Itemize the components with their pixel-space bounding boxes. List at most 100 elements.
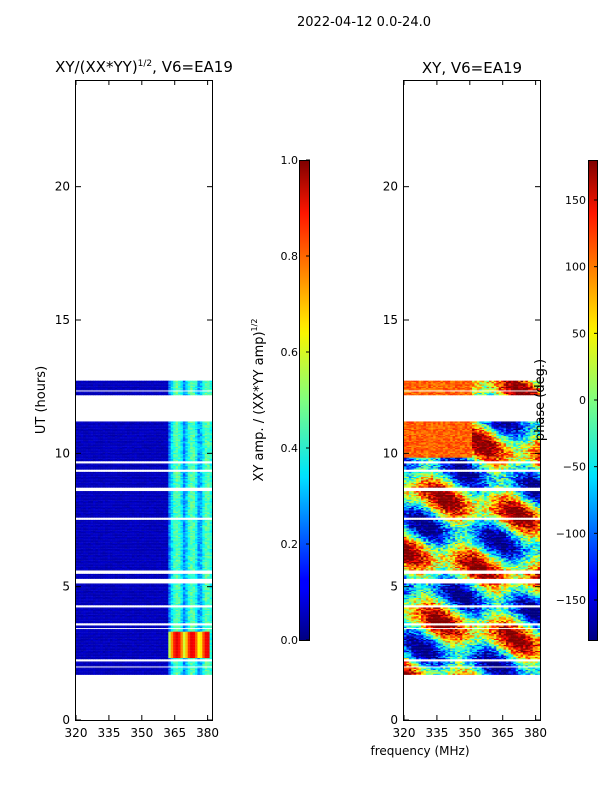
- heatmap-cell: [76, 662, 79, 665]
- heatmap-cell: [129, 555, 133, 558]
- heatmap-cell: [151, 619, 155, 621]
- heatmap-cell: [80, 549, 84, 552]
- heatmap-cell: [127, 661, 130, 663]
- heatmap-cell: [199, 601, 203, 603]
- figure-suptitle: 2022-04-12 0.0-24.0: [297, 15, 431, 30]
- heatmap-cell: [117, 552, 121, 554]
- heatmap-cell: [88, 620, 91, 623]
- heatmap-cell: [136, 613, 140, 615]
- heatmap-cell: [197, 551, 201, 553]
- heatmap-cell: [197, 607, 201, 609]
- heatmap-cell: [148, 573, 152, 576]
- heatmap-cell: [117, 647, 121, 649]
- heatmap-cell: [170, 558, 174, 560]
- heatmap-cell: [141, 611, 145, 613]
- heatmap-cell: [88, 597, 91, 600]
- heatmap-cell: [146, 656, 150, 659]
- heatmap-cell: [178, 608, 181, 611]
- heatmap-cell: [110, 600, 113, 602]
- heatmap-cell: [197, 566, 201, 569]
- heatmap-cell: [148, 662, 152, 665]
- heatmap-cell: [178, 600, 181, 602]
- heatmap-cell: [146, 600, 150, 602]
- heatmap-cell: [114, 601, 118, 603]
- heatmap-cell: [134, 668, 138, 671]
- heatmap-cell: [100, 649, 104, 651]
- heatmap-cell: [199, 633, 203, 636]
- heatmap-cell: [202, 618, 206, 620]
- heatmap-cell: [153, 614, 157, 617]
- heatmap-cell: [93, 669, 96, 672]
- heatmap-cell: [207, 665, 210, 667]
- heatmap-cell: [190, 639, 193, 642]
- heatmap-cell: [146, 619, 150, 621]
- heatmap-cell: [158, 564, 162, 566]
- heatmap-cell: [83, 612, 87, 614]
- heatmap-cell: [88, 661, 91, 663]
- heatmap-cell: [95, 669, 99, 672]
- heatmap-cell: [134, 567, 138, 570]
- heatmap-cell: [76, 673, 79, 675]
- heatmap-cell: [93, 612, 96, 614]
- heatmap-cell: [207, 641, 210, 643]
- heatmap-cell: [146, 591, 150, 594]
- heatmap-cell: [146, 575, 150, 577]
- heatmap-cell: [182, 584, 186, 587]
- heatmap-cell: [100, 612, 104, 614]
- heatmap-cell: [195, 617, 198, 619]
- heatmap-cell: [199, 599, 203, 601]
- heatmap-cell: [124, 620, 128, 623]
- heatmap-cell: [80, 608, 84, 611]
- heatmap-cell: [76, 557, 79, 559]
- heatmap-cell: [122, 617, 125, 619]
- heatmap-cell: [122, 608, 125, 611]
- heatmap-cell: [170, 663, 174, 666]
- heatmap-cell: [105, 667, 108, 669]
- heatmap-cell: [97, 647, 101, 649]
- heatmap-cell: [161, 672, 164, 674]
- heatmap-cell: [151, 665, 155, 667]
- heatmap-cell: [182, 620, 186, 623]
- heatmap-cell: [192, 609, 196, 612]
- heatmap-cell: [195, 600, 198, 602]
- heatmap-cell: [148, 588, 152, 590]
- heatmap-cell: [156, 551, 159, 553]
- heatmap-cell: [178, 602, 181, 605]
- heatmap-cell: [190, 565, 193, 567]
- heatmap-cell: [175, 589, 179, 591]
- heatmap-cell: [153, 588, 157, 590]
- heatmap-cell: [170, 566, 174, 569]
- heatmap-cell: [100, 573, 104, 576]
- heatmap-cell: [122, 642, 125, 644]
- heatmap-cell: [175, 642, 179, 644]
- heatmap-cell: [129, 639, 133, 642]
- heatmap-cell: [141, 583, 145, 585]
- heatmap-cell: [134, 601, 138, 603]
- heatmap-cell: [100, 663, 104, 666]
- heatmap-cell: [199, 596, 203, 599]
- heatmap-cell: [76, 596, 79, 599]
- heatmap-cell: [90, 629, 94, 631]
- heatmap-cell: [136, 633, 140, 636]
- heatmap-cell: [195, 672, 198, 674]
- heatmap-cell: [85, 643, 89, 645]
- heatmap-cell: [209, 603, 212, 606]
- heatmap-cell: [76, 553, 79, 555]
- heatmap-cell: [156, 594, 159, 596]
- heatmap-cell: [119, 559, 123, 561]
- heatmap-cell: [117, 612, 121, 614]
- heatmap-cell: [78, 594, 82, 596]
- heatmap-cell: [158, 587, 162, 589]
- heatmap-cell: [158, 551, 162, 553]
- heatmap-cell: [114, 595, 118, 597]
- heatmap-cell: [80, 601, 84, 603]
- heatmap-cell: [199, 617, 203, 619]
- heatmap-cell: [129, 655, 133, 657]
- heatmap-cell: [95, 638, 99, 641]
- heatmap-cell: [141, 668, 145, 671]
- heatmap-cell: [85, 585, 89, 588]
- heatmap-cell: [112, 597, 116, 600]
- heatmap-cell: [156, 585, 159, 588]
- heatmap-cell: [199, 569, 203, 571]
- heatmap-cell: [117, 561, 121, 564]
